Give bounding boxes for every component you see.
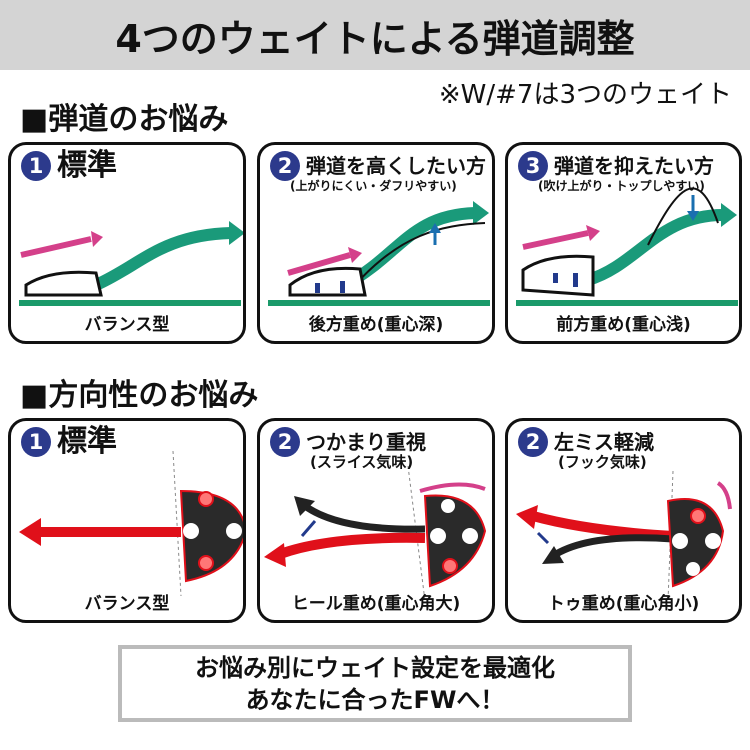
panel-direction-toe: 2 左ミス軽減 (フック気味) トゥ重め(重心角小) — [505, 418, 742, 623]
title-bar: 4つのウェイトによる弾道調整 — [0, 0, 750, 70]
number-badge: 2 — [518, 427, 548, 457]
panel-caption: ヒール重め(重心角大) — [291, 594, 461, 614]
number-badge: 1 — [21, 427, 51, 457]
clubhead-illustration — [19, 450, 243, 597]
summary-line-1: お悩み別にウェイト設定を最適化 — [195, 653, 555, 682]
number-badge: 1 — [21, 151, 51, 181]
trajectory-illustration — [516, 187, 738, 306]
number-badge: 2 — [270, 427, 300, 457]
panel-caption: トゥ重め(重心角小) — [547, 594, 700, 614]
page-title: 4つのウェイトによる弾道調整 — [115, 16, 635, 61]
panel-caption: バランス型 — [84, 594, 170, 614]
panel-subtitle: (上がりにくい・ダフリやすい) — [290, 179, 457, 193]
panel-trajectory-standard: 1 標準 バランス型 — [8, 142, 246, 344]
panel-caption: バランス型 — [84, 315, 170, 335]
panel-trajectory-high: 2 弾道を高くしたい方 (上がりにくい・ダフリやすい) 後方重め(重心深) — [257, 142, 495, 344]
panel-title: 弾道を高くしたい方 — [306, 154, 486, 178]
weight-note: ※W/#7は3つのウェイト — [438, 80, 732, 110]
panel-subtitle: (スライス気味) — [310, 453, 414, 471]
clubhead-illustration — [264, 465, 487, 602]
panel-caption: 後方重め(重心深) — [308, 315, 444, 335]
panel-title: つかまり重視 — [306, 430, 426, 454]
panel-direction-standard: 1 標準 バランス型 — [8, 418, 246, 623]
panel-subtitle: (吹け上がり・トップしやすい) — [538, 179, 705, 193]
panel-title: 弾道を抑えたい方 — [554, 154, 714, 178]
panel-title: 左ミス軽減 — [554, 430, 654, 454]
panel-trajectory-low: 3 弾道を抑えたい方 (吹け上がり・トップしやすい) 前方重め(重心浅) — [505, 142, 742, 344]
number-badge: 3 — [518, 151, 548, 181]
panel-direction-heel: 2 つかまり重視 (スライス気味) ヒール重め(重心角大) — [257, 418, 495, 623]
clubhead-illustration — [516, 470, 732, 602]
summary-line-2: あなたに合ったFWへ！ — [245, 685, 505, 714]
panel-title: 標準 — [57, 148, 117, 183]
trajectory-illustration — [19, 221, 243, 306]
section-heading-direction: ■方向性のお悩み — [20, 378, 259, 413]
trajectory-illustration — [268, 201, 490, 306]
panel-caption: 前方重め(重心浅) — [556, 315, 691, 335]
panel-title: 標準 — [57, 424, 117, 459]
summary-box: お悩み別にウェイト設定を最適化 あなたに合ったFWへ！ — [118, 645, 632, 722]
section-heading-trajectory: ■弾道のお悩み — [20, 102, 229, 137]
number-badge: 2 — [270, 151, 300, 181]
panel-subtitle: (フック気味) — [558, 453, 647, 471]
